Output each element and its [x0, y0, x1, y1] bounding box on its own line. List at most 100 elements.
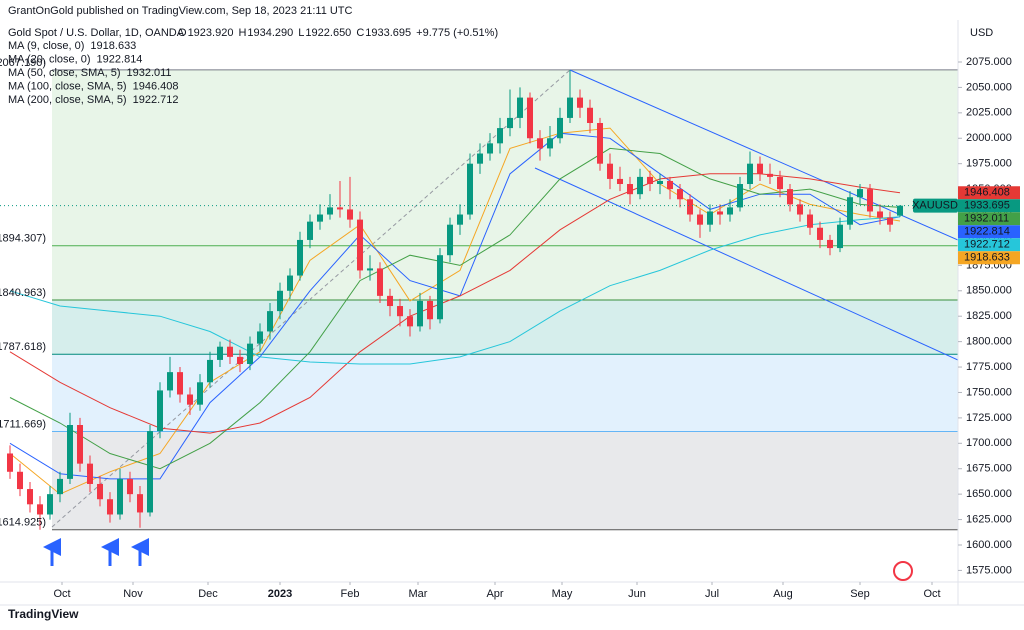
- flag-icon: [893, 561, 913, 581]
- ohlc-value: 1923.920: [188, 27, 234, 39]
- candle-body: [507, 117, 513, 129]
- fib-label: (1614.925): [0, 517, 46, 529]
- candle-body: [347, 209, 353, 220]
- legend-value: 1946.408: [133, 80, 179, 92]
- candle-body: [447, 224, 453, 256]
- candle-body: [427, 300, 433, 320]
- y-tick-label: 1625.000: [966, 513, 1012, 525]
- candle-body: [417, 300, 423, 327]
- y-tick-label: 1825.000: [966, 310, 1012, 322]
- publisher: GrantOnGold published on TradingView.com…: [8, 5, 353, 17]
- candle-body: [147, 431, 153, 513]
- legend-value: 1932.011: [126, 67, 171, 79]
- fib-label: (1787.618): [0, 341, 46, 353]
- channel-lower: [534, 167, 958, 361]
- candle-body: [117, 478, 123, 515]
- candle-body: [737, 184, 743, 208]
- candle-body: [127, 478, 133, 495]
- y-tick-label: 2050.000: [966, 81, 1012, 93]
- candle-body: [617, 178, 623, 185]
- candle-body: [137, 494, 143, 513]
- candle-body: [467, 163, 473, 215]
- candle-body: [57, 478, 63, 495]
- legend-name: MA (200, close, SMA, 5): [8, 94, 127, 106]
- candle-body: [567, 97, 573, 118]
- y-tick-label: 1750.000: [966, 386, 1012, 398]
- candle-body: [847, 197, 853, 225]
- candle-body: [657, 180, 663, 185]
- legend-name: MA (50, close, SMA, 5): [8, 67, 120, 79]
- candle-body: [697, 214, 703, 225]
- candle-body: [627, 184, 633, 195]
- candle-body: [167, 372, 173, 391]
- x-tick-label: Mar: [409, 588, 428, 600]
- candle-body: [857, 189, 863, 198]
- price-tag-label: 1946.408: [964, 187, 1010, 199]
- candle-body: [217, 346, 223, 360]
- x-tick-label: Dec: [198, 588, 218, 600]
- price-tag-label: 1918.633: [964, 252, 1010, 264]
- trend-dashed: [51, 69, 571, 528]
- price-tag-label: 1922.814: [964, 226, 1010, 238]
- y-tick-label: 1700.000: [966, 437, 1012, 449]
- y-tick-label: 1800.000: [966, 336, 1012, 348]
- candle-body: [587, 107, 593, 124]
- candle-body: [877, 211, 883, 218]
- candle-body: [787, 189, 793, 205]
- price-tag: [958, 212, 1020, 226]
- candle-body: [227, 346, 233, 357]
- fib-label: (1711.669): [0, 418, 46, 430]
- x-tick-label: Jul: [705, 588, 719, 600]
- y-tick-label: 1575.000: [966, 564, 1012, 576]
- x-tick-label: Oct: [53, 588, 70, 600]
- candle-body: [827, 239, 833, 249]
- y-tick-label: 1975.000: [966, 158, 1012, 170]
- y-tick-label: 1600.000: [966, 539, 1012, 551]
- candle-body: [547, 138, 553, 149]
- ma-line: [9, 147, 901, 470]
- channel-upper: [569, 69, 958, 241]
- candle-body: [97, 483, 103, 500]
- y-tick-label: 1675.000: [966, 463, 1012, 475]
- fib-zones: [52, 69, 958, 531]
- ohlc-key: C: [356, 27, 364, 39]
- price-tag: [958, 225, 1020, 239]
- candle-body: [297, 239, 303, 276]
- candle-body: [767, 173, 773, 177]
- fib-zone: [52, 431, 958, 530]
- candle-body: [667, 180, 673, 190]
- ohlc-key: L: [298, 27, 304, 39]
- candle-body: [177, 372, 183, 395]
- y-tick-label: 2025.000: [966, 107, 1012, 119]
- candle-body: [37, 504, 43, 515]
- fib-label: (1840.963): [0, 287, 46, 299]
- price-tag-label: 1922.712: [964, 239, 1010, 251]
- candle-body: [27, 489, 33, 505]
- candle-body: [487, 143, 493, 154]
- candle-body: [367, 268, 373, 271]
- ticker-box: [913, 198, 958, 213]
- candle-body: [197, 382, 203, 405]
- candle-body: [807, 214, 813, 228]
- candle-body: [677, 189, 683, 200]
- candle-body: [527, 97, 533, 139]
- currency: USD: [970, 27, 993, 39]
- price-tag: [958, 186, 1020, 200]
- candle-body: [87, 463, 93, 484]
- y-tick-label: 2075.000: [966, 56, 1012, 68]
- candle-body: [237, 356, 243, 364]
- x-tick-label: Sep: [850, 588, 870, 600]
- fib-zone: [52, 69, 958, 246]
- candle-body: [67, 425, 73, 479]
- ohlc-value: 1933.695: [365, 27, 411, 39]
- y-tick-label: 1650.000: [966, 488, 1012, 500]
- fib-zone: [52, 299, 958, 355]
- candle-body: [717, 211, 723, 215]
- x-tick-label: Aug: [773, 588, 793, 600]
- candle-body: [557, 117, 563, 139]
- candle-body: [107, 499, 113, 515]
- candle-body: [387, 295, 393, 307]
- price-pane: [7, 70, 903, 530]
- price-tag-label: 1932.011: [964, 213, 1009, 225]
- candle-body: [17, 471, 23, 490]
